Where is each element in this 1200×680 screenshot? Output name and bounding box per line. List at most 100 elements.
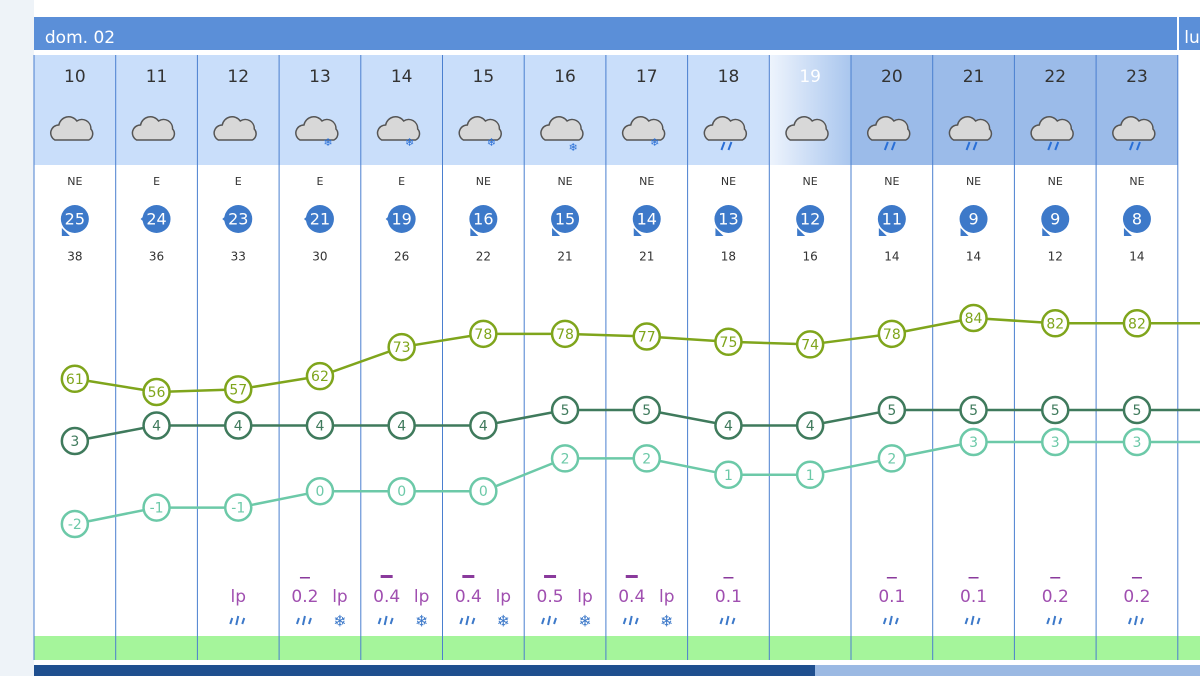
hour-label: 21 (963, 67, 985, 87)
precip-bar (544, 575, 557, 578)
series-point (550, 319, 580, 349)
precip-amount: 0.5 (537, 587, 564, 607)
wind-direction: NE (884, 175, 899, 188)
wind-speed-badge (959, 205, 988, 233)
series-value: 78 (474, 327, 492, 343)
hour-label: 11 (146, 67, 168, 87)
series-value: 5 (1132, 403, 1141, 419)
wind-speed: 25 (65, 210, 85, 229)
series-point (305, 361, 335, 391)
series-point (60, 509, 90, 539)
series-value: 57 (229, 382, 247, 398)
rain-drops (229, 615, 246, 626)
wind-arrow (633, 228, 642, 236)
series-point (142, 411, 171, 440)
wind-arrow (385, 213, 393, 225)
wind-speed: 23 (228, 210, 248, 229)
series-point (714, 327, 743, 357)
series-point (959, 303, 988, 333)
series-value: 5 (642, 403, 651, 419)
rain-icon (1129, 141, 1141, 151)
wind-gust: 38 (67, 250, 82, 264)
series-value: 5 (969, 403, 978, 419)
rain-icon (720, 141, 733, 151)
series-value: 84 (965, 311, 983, 327)
precip-amount: 0.2 (1042, 587, 1069, 607)
wind-arrow (715, 228, 724, 236)
wind-arrow (960, 228, 969, 236)
hour-label: 12 (227, 67, 249, 87)
wind-speed-badge (877, 205, 906, 233)
scroll-track (815, 665, 1200, 676)
hour-label: 14 (391, 67, 413, 87)
hour-cell (524, 55, 606, 165)
snow-label: lp (659, 587, 675, 607)
hour-cell (851, 55, 933, 165)
rain-drops (459, 615, 476, 626)
wind-gust: 14 (1129, 250, 1144, 264)
wind-arrow (61, 228, 70, 236)
wind-gust: 16 (803, 250, 818, 264)
wind-gust: 26 (394, 250, 409, 264)
series-point (795, 330, 825, 359)
series-value: 3 (1051, 435, 1060, 451)
series-point (1122, 395, 1152, 425)
hour-label: 19 (799, 67, 821, 87)
wind-direction: E (398, 175, 405, 188)
series-point (550, 444, 580, 473)
wind-direction: NE (639, 175, 654, 188)
snow-icon: ❄ (323, 136, 332, 149)
cloud-icon (295, 116, 339, 141)
series-point (142, 493, 171, 522)
series-point (224, 375, 253, 404)
series-point (632, 444, 661, 473)
snow-icon: ❄ (405, 136, 414, 149)
hour-label: 18 (718, 67, 740, 87)
series-point (1041, 309, 1070, 338)
wind-direction: E (235, 175, 242, 188)
series-value: 3 (969, 435, 978, 451)
wind-speed: 14 (637, 210, 657, 229)
rain-drops (1128, 615, 1144, 626)
snow-icon: ❄ (333, 612, 346, 631)
rain-icon (883, 141, 896, 151)
snow-icon: ❄ (568, 141, 577, 154)
day-label: lu (1184, 28, 1200, 48)
series-value: 1 (724, 468, 733, 484)
series-point (959, 427, 988, 457)
wind-gust: 30 (312, 250, 327, 264)
precip-bar (299, 577, 310, 579)
wind-arrow (878, 228, 887, 236)
day-bar (34, 17, 1200, 50)
hour-label: 10 (64, 67, 86, 87)
series-value: 4 (806, 419, 815, 435)
series-value: 2 (561, 451, 570, 467)
wind-speed-badge (551, 205, 580, 233)
precip-amount: 0.1 (960, 587, 987, 607)
wind-direction: NE (476, 175, 491, 188)
snow-icon: ❄ (660, 612, 673, 631)
wind-direction: E (316, 175, 323, 188)
precip-bar (625, 575, 638, 578)
cloud-icon (131, 116, 176, 141)
wind-speed-badge (305, 205, 334, 233)
precip-bar (462, 575, 475, 578)
series-point (877, 319, 907, 349)
wind-direction: NE (1129, 175, 1144, 188)
precip-bar (380, 575, 393, 578)
series-point (877, 444, 907, 473)
hour-label: 15 (473, 67, 495, 87)
series-value: 0 (397, 484, 406, 500)
series-value: 5 (1051, 403, 1060, 419)
rain-drops (296, 615, 312, 626)
hour-cell (115, 55, 198, 165)
hour-label: 23 (1126, 67, 1148, 87)
series-point (60, 426, 90, 456)
series-value: 82 (1128, 316, 1146, 332)
series-value: 4 (152, 419, 161, 435)
wind-arrow (303, 213, 311, 225)
scroll-thumb (34, 665, 815, 676)
snow-icon: ❄ (578, 612, 591, 631)
wind-gust: 14 (884, 250, 899, 264)
